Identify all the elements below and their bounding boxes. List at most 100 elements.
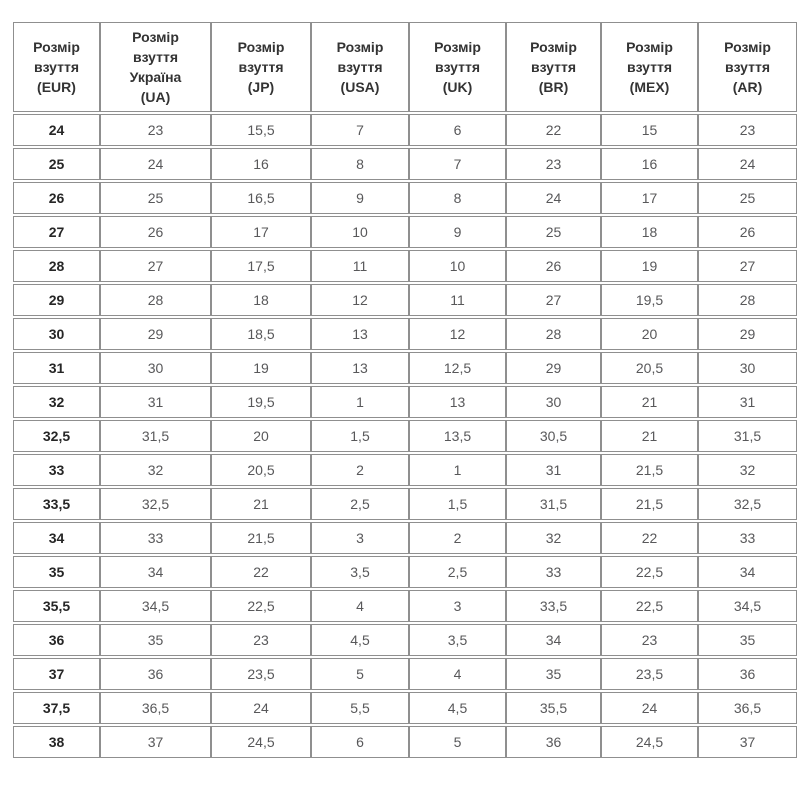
table-cell: 6: [409, 114, 506, 146]
table-cell: 21: [211, 488, 311, 520]
table-cell: 24: [698, 148, 797, 180]
table-cell: 20,5: [211, 454, 311, 486]
table-cell: 21: [601, 386, 698, 418]
table-cell: 35: [506, 658, 601, 690]
table-row: 38 37 24,5 6 5 36 24,5 37: [13, 726, 797, 758]
table-cell: 1: [409, 454, 506, 486]
table-cell: 12,5: [409, 352, 506, 384]
table-cell: 9: [409, 216, 506, 248]
table-cell: 31: [506, 454, 601, 486]
table-row: 34 33 21,5 3 2 32 22 33: [13, 522, 797, 554]
cell-eur-size: 33,5: [13, 488, 100, 520]
cell-eur-size: 32,5: [13, 420, 100, 452]
table-cell: 19,5: [601, 284, 698, 316]
cell-eur-size: 25: [13, 148, 100, 180]
table-cell: 22,5: [211, 590, 311, 622]
table-cell: 9: [311, 182, 409, 214]
table-cell: 4,5: [409, 692, 506, 724]
table-cell: 17,5: [211, 250, 311, 282]
table-cell: 30,5: [506, 420, 601, 452]
table-row: 33,5 32,5 21 2,5 1,5 31,5 21,5 32,5: [13, 488, 797, 520]
table-cell: 27: [698, 250, 797, 282]
table-cell: 24: [211, 692, 311, 724]
table-cell: 13: [311, 352, 409, 384]
table-cell: 27: [100, 250, 211, 282]
table-cell: 21: [601, 420, 698, 452]
table-cell: 15: [601, 114, 698, 146]
table-cell: 31: [698, 386, 797, 418]
column-header-br: Розмір взуття (BR): [506, 22, 601, 112]
table-cell: 35,5: [506, 692, 601, 724]
table-cell: 4: [409, 658, 506, 690]
table-cell: 5: [311, 658, 409, 690]
shoe-size-conversion-table: Розмір взуття (EUR) Розмір взуття Україн…: [13, 20, 797, 760]
column-header-usa: Розмір взуття (USA): [311, 22, 409, 112]
table-cell: 22,5: [601, 556, 698, 588]
table-cell: 22: [601, 522, 698, 554]
table-row: 32 31 19,5 1 13 30 21 31: [13, 386, 797, 418]
table-cell: 21,5: [211, 522, 311, 554]
cell-eur-size: 29: [13, 284, 100, 316]
table-cell: 24: [506, 182, 601, 214]
table-cell: 22,5: [601, 590, 698, 622]
table-cell: 27: [506, 284, 601, 316]
cell-eur-size: 30: [13, 318, 100, 350]
table-cell: 32: [100, 454, 211, 486]
column-header-ua: Розмір взуття Україна (UA): [100, 22, 211, 112]
table-cell: 13: [409, 386, 506, 418]
table-cell: 18,5: [211, 318, 311, 350]
table-cell: 2: [409, 522, 506, 554]
table-row: 35 34 22 3,5 2,5 33 22,5 34: [13, 556, 797, 588]
table-cell: 22: [506, 114, 601, 146]
table-cell: 31: [100, 386, 211, 418]
table-cell: 3,5: [311, 556, 409, 588]
table-cell: 19,5: [211, 386, 311, 418]
table-cell: 2,5: [409, 556, 506, 588]
table-cell: 31,5: [506, 488, 601, 520]
cell-eur-size: 36: [13, 624, 100, 656]
cell-eur-size: 32: [13, 386, 100, 418]
table-cell: 29: [100, 318, 211, 350]
table-cell: 12: [409, 318, 506, 350]
table-cell: 19: [601, 250, 698, 282]
table-cell: 1,5: [311, 420, 409, 452]
cell-eur-size: 35,5: [13, 590, 100, 622]
table-cell: 29: [698, 318, 797, 350]
table-row: 30 29 18,5 13 12 28 20 29: [13, 318, 797, 350]
table-row: 37,5 36,5 24 5,5 4,5 35,5 24 36,5: [13, 692, 797, 724]
column-header-uk: Розмір взуття (UK): [409, 22, 506, 112]
table-cell: 25: [506, 216, 601, 248]
table-row: 29 28 18 12 11 27 19,5 28: [13, 284, 797, 316]
table-cell: 11: [311, 250, 409, 282]
table-cell: 28: [100, 284, 211, 316]
table-cell: 10: [409, 250, 506, 282]
table-cell: 2,5: [311, 488, 409, 520]
table-cell: 36,5: [100, 692, 211, 724]
table-cell: 36,5: [698, 692, 797, 724]
table-cell: 19: [211, 352, 311, 384]
table-cell: 35: [100, 624, 211, 656]
table-cell: 34: [698, 556, 797, 588]
table-cell: 28: [698, 284, 797, 316]
column-header-jp: Розмір взуття (JP): [211, 22, 311, 112]
table-cell: 24: [601, 692, 698, 724]
cell-eur-size: 26: [13, 182, 100, 214]
table-cell: 30: [698, 352, 797, 384]
table-cell: 34: [506, 624, 601, 656]
table-cell: 23,5: [601, 658, 698, 690]
table-cell: 36: [506, 726, 601, 758]
table-row: 37 36 23,5 5 4 35 23,5 36: [13, 658, 797, 690]
table-cell: 32: [506, 522, 601, 554]
table-row: 25 24 16 8 7 23 16 24: [13, 148, 797, 180]
table-cell: 17: [601, 182, 698, 214]
table-cell: 8: [409, 182, 506, 214]
cell-eur-size: 28: [13, 250, 100, 282]
table-row: 33 32 20,5 2 1 31 21,5 32: [13, 454, 797, 486]
table-cell: 36: [100, 658, 211, 690]
table-cell: 23: [100, 114, 211, 146]
table-cell: 10: [311, 216, 409, 248]
table-cell: 36: [698, 658, 797, 690]
table-cell: 16,5: [211, 182, 311, 214]
table-cell: 34,5: [100, 590, 211, 622]
table-cell: 21,5: [601, 488, 698, 520]
